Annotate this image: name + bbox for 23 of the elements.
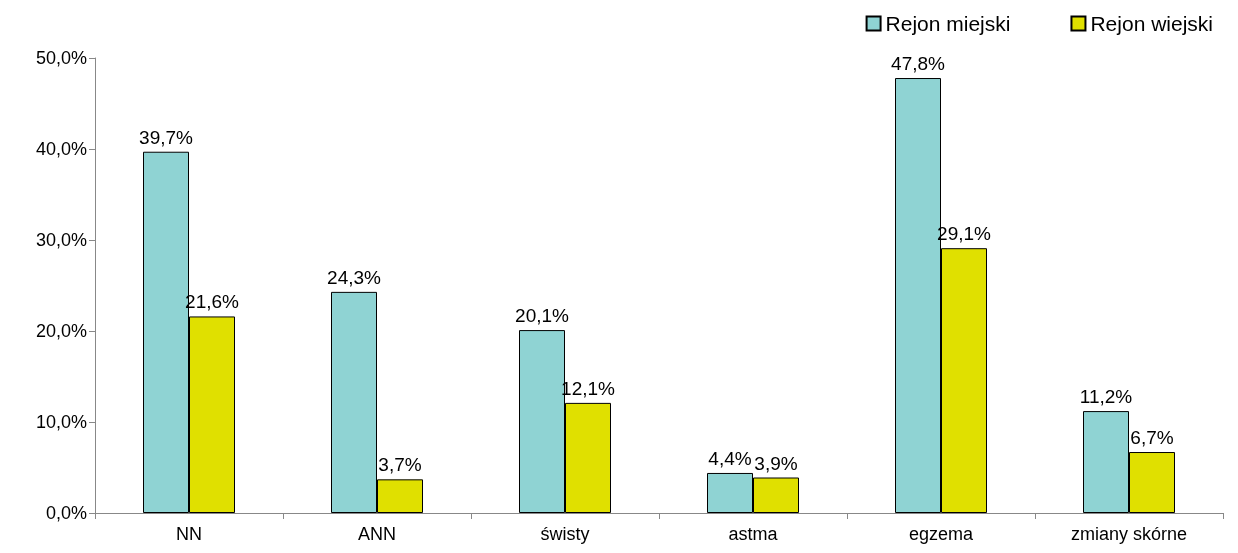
x-tick-label: egzema xyxy=(908,524,974,544)
y-tick-label: 20,0% xyxy=(35,321,87,341)
data-label: 24,3% xyxy=(327,266,382,288)
data-label: 39,7% xyxy=(139,126,194,148)
y-tick-label: 40,0% xyxy=(35,139,87,159)
legend-label: Rejon wiejski xyxy=(1090,12,1213,35)
data-label: 3,9% xyxy=(754,452,798,474)
data-label: 20,1% xyxy=(515,305,570,327)
data-label: 6,7% xyxy=(1130,427,1174,449)
data-label: 4,4% xyxy=(708,447,752,469)
y-tick-label: 10,0% xyxy=(35,412,87,432)
x-tick-label: świsty xyxy=(540,524,590,544)
y-tick-label: 30,0% xyxy=(35,230,87,250)
y-tick-label: 50,0% xyxy=(35,48,87,68)
x-tick-label: NN xyxy=(176,524,202,544)
x-tick-label: ANN xyxy=(357,524,397,544)
data-label: 3,7% xyxy=(378,454,422,476)
x-tick-label: zmiany skórne xyxy=(1070,524,1188,544)
data-label: 47,8% xyxy=(891,53,946,75)
x-tick-label: astma xyxy=(728,524,779,544)
legend-label: Rejon miejski xyxy=(885,12,1011,35)
y-tick-label: 0,0% xyxy=(45,503,87,523)
data-label: 11,2% xyxy=(1079,386,1133,408)
